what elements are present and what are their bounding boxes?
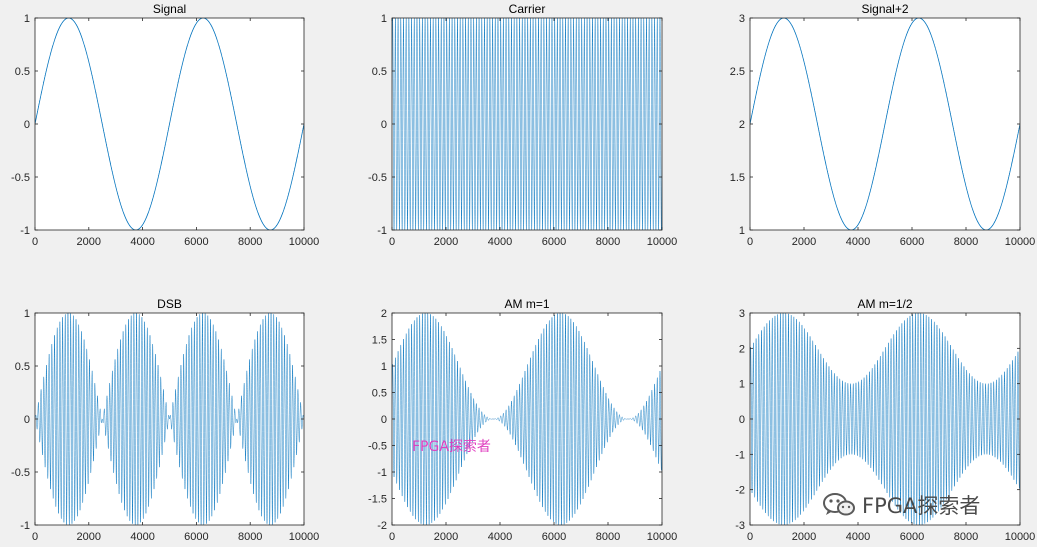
x-tick-label: 6000 (542, 236, 566, 248)
x-tick-label: 8000 (954, 531, 978, 543)
x-tick-label: 4000 (846, 236, 870, 248)
y-tick-label: 1 (739, 379, 745, 391)
y-tick-label: 0 (381, 414, 387, 426)
x-tick-label: 8000 (596, 236, 620, 248)
y-tick-label: -0.5 (368, 441, 387, 453)
series-line-signal-2 (750, 18, 1020, 230)
x-tick-label: 8000 (238, 531, 262, 543)
chart-title: Signal+2 (861, 2, 908, 16)
x-tick-label: 0 (389, 236, 395, 248)
y-tick-label: -1 (377, 225, 387, 237)
y-tick-label: 0 (24, 119, 30, 131)
x-tick-label: 8000 (596, 531, 620, 543)
y-tick-label: 0.5 (15, 66, 30, 78)
x-tick-label: 10000 (647, 236, 678, 248)
x-tick-label: 4000 (488, 531, 512, 543)
y-tick-label: 0.5 (372, 388, 387, 400)
y-tick-label: 0 (381, 119, 387, 131)
y-tick-label: -0.5 (11, 467, 30, 479)
x-tick-label: 2000 (77, 531, 101, 543)
y-tick-label: 1.5 (730, 172, 745, 184)
x-tick-label: 0 (32, 531, 38, 543)
y-tick-label: 2 (381, 308, 387, 320)
series-line-carrier (392, 18, 662, 230)
y-tick-label: 0 (24, 414, 30, 426)
y-tick-label: 2 (739, 119, 745, 131)
x-tick-label: 6000 (184, 531, 208, 543)
x-tick-label: 6000 (900, 236, 924, 248)
chart-title: DSB (157, 297, 182, 311)
x-tick-label: 2000 (77, 236, 101, 248)
y-tick-label: 1 (24, 308, 30, 320)
x-tick-label: 2000 (434, 236, 458, 248)
chart-signal: 0 2000 4000 6000 8000 10000 -1 -0.5 0 0.5 1 Signal (11, 2, 319, 248)
y-tick-label: 3 (739, 13, 745, 25)
watermark-gray-text: FPGA探索者 (862, 494, 981, 518)
x-tick-label: 2000 (434, 531, 458, 543)
x-tick-label: 10000 (647, 531, 678, 543)
x-tick-label: 4000 (846, 531, 870, 543)
x-tick-label: 8000 (238, 236, 262, 248)
chart-title: AM m=1 (504, 297, 549, 311)
series-line-signal (35, 18, 304, 230)
chart-title: AM m=1/2 (857, 297, 912, 311)
y-tick-label: 1 (381, 361, 387, 373)
series-line-am-m-1 (392, 313, 662, 525)
chart-am-m-1: 0 2000 4000 6000 8000 10000 -2 -1.5 -1 -0.5 0 0.5 1 1… (368, 297, 677, 543)
y-tick-label: -0.5 (368, 172, 387, 184)
y-tick-label: 0 (739, 414, 745, 426)
x-tick-label: 0 (747, 531, 753, 543)
wechat-icon (823, 493, 855, 516)
chart-dsb: 0 2000 4000 6000 8000 10000 -1 -0.5 0 0.5 1 DSB (11, 297, 319, 543)
x-tick-label: 4000 (130, 531, 154, 543)
x-tick-label: 10000 (289, 236, 320, 248)
y-tick-label: -2 (735, 485, 745, 497)
y-tick-label: 3 (739, 308, 745, 320)
x-tick-label: 0 (389, 531, 395, 543)
chart-title: Carrier (509, 2, 546, 16)
y-tick-label: 1 (381, 13, 387, 25)
x-tick-label: 2000 (792, 531, 816, 543)
y-tick-label: 1 (739, 225, 745, 237)
y-tick-label: 2.5 (730, 66, 745, 78)
y-tick-label: 0.5 (372, 66, 387, 78)
y-tick-label: -1.5 (368, 494, 387, 506)
x-tick-label: 0 (747, 236, 753, 248)
x-tick-label: 8000 (954, 236, 978, 248)
chart-am-m-1-2: 0 2000 4000 6000 8000 10000 -3 -2 -1 0 1 2 3 AM m=1/2 (735, 297, 1035, 543)
y-tick-label: -1 (735, 449, 745, 461)
series-line-dsb (35, 313, 304, 525)
x-tick-label: 6000 (900, 531, 924, 543)
watermark-gray: FPGA探索者 (822, 490, 980, 520)
chart-carrier: 0 2000 4000 6000 8000 10000 -1 -0.5 0 0.5 1 Carrier (368, 2, 677, 248)
watermark-pink-text: FPGA探索者 (412, 439, 491, 455)
y-tick-label: 0.5 (15, 361, 30, 373)
y-tick-label: -0.5 (11, 172, 30, 184)
y-tick-label: 1 (24, 13, 30, 25)
x-tick-label: 2000 (792, 236, 816, 248)
y-tick-label: -1 (20, 225, 30, 237)
y-tick-label: 2 (739, 343, 745, 355)
x-tick-label: 4000 (130, 236, 154, 248)
y-tick-label: -1 (20, 520, 30, 532)
x-tick-label: 4000 (488, 236, 512, 248)
series-line-am-m-1-2 (750, 313, 1020, 525)
x-tick-label: 10000 (289, 531, 320, 543)
x-tick-label: 10000 (1005, 236, 1036, 248)
chart-title: Signal (153, 2, 186, 16)
y-tick-label: -2 (377, 520, 387, 532)
y-tick-label: -3 (735, 520, 745, 532)
x-tick-label: 6000 (542, 531, 566, 543)
x-tick-label: 10000 (1005, 531, 1036, 543)
x-tick-label: 6000 (184, 236, 208, 248)
x-tick-label: 0 (32, 236, 38, 248)
y-tick-label: 1.5 (372, 335, 387, 347)
chart-signal-2: 0 2000 4000 6000 8000 10000 1 1.5 2 2.5 3 Signal+2 (730, 2, 1036, 248)
y-tick-label: -1 (377, 467, 387, 479)
